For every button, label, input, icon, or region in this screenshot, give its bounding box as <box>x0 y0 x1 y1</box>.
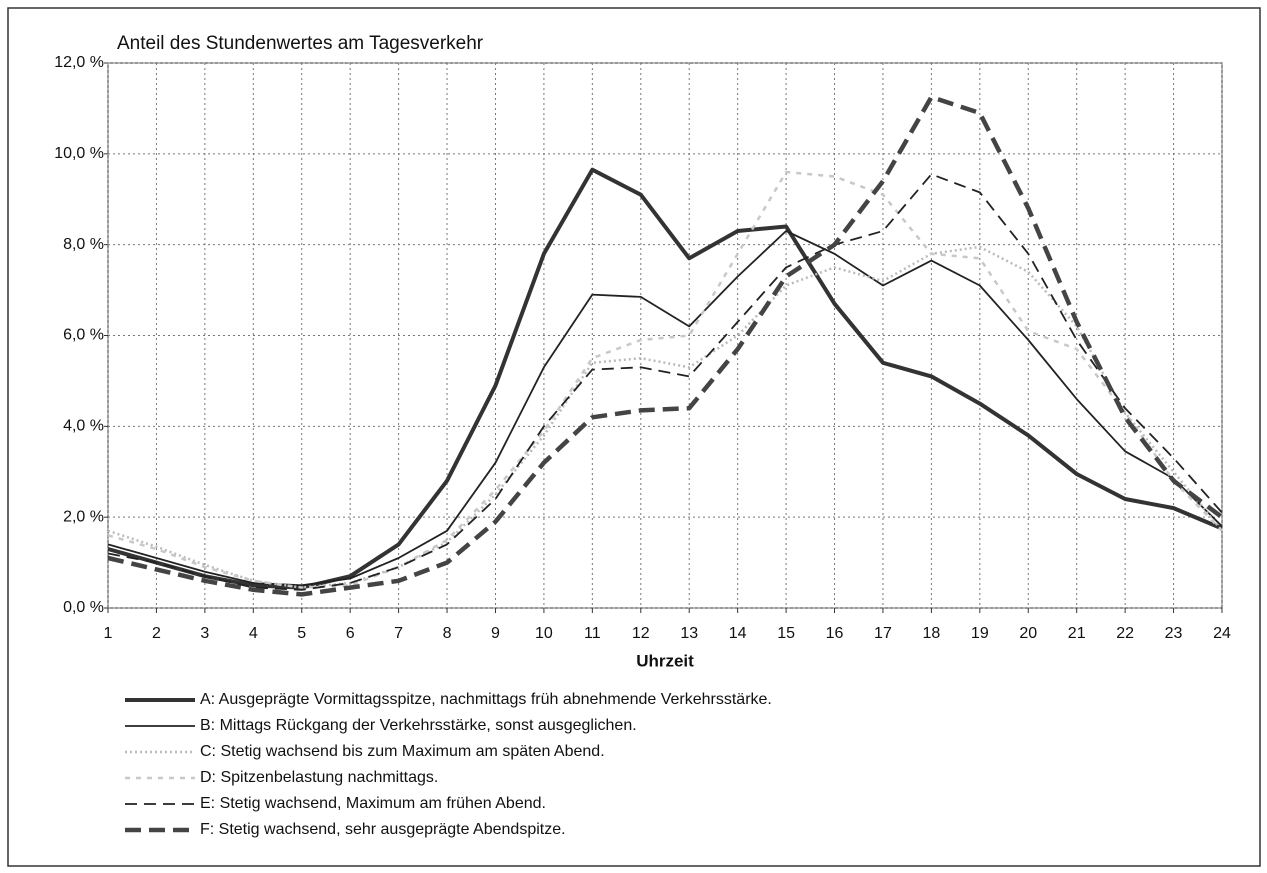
y-tick-label: 12,0 % <box>54 54 104 71</box>
series-line <box>107 245 1223 589</box>
frame <box>7 7 1261 867</box>
x-tick-label: 16 <box>826 625 844 642</box>
series-line <box>107 170 1223 589</box>
y-tick-label: 4,0 % <box>63 418 104 435</box>
legend-label: A: Ausgeprägte Vormittagsspitze, nachmit… <box>200 691 772 708</box>
x-tick-label: 5 <box>297 625 306 642</box>
x-tick-label: 8 <box>443 625 452 642</box>
series-line <box>107 94 1224 597</box>
x-tick-label: 11 <box>584 625 601 642</box>
legend-label: F: Stetig wachsend, sehr ausgeprägte Abe… <box>200 821 566 838</box>
series-line <box>107 173 1223 591</box>
x-axis-title: Uhrzeit <box>636 651 694 670</box>
x-tick-label: 15 <box>777 625 795 642</box>
x-tick-label: 17 <box>874 625 892 642</box>
x-tick-label: 22 <box>1116 625 1134 642</box>
x-tick-label: 18 <box>922 625 940 642</box>
y-tick-label: 0,0 % <box>63 599 104 616</box>
chart-title: Anteil des Stundenwertes am Tagesverkehr <box>117 33 484 54</box>
series-line <box>107 167 1223 590</box>
y-tick-label: 8,0 % <box>63 236 104 253</box>
x-tick-label: 20 <box>1019 625 1037 642</box>
legend-label: C: Stetig wachsend bis zum Maximum am sp… <box>200 743 605 760</box>
x-tick-label: 3 <box>200 625 209 642</box>
x-tick-label: 1 <box>104 625 113 642</box>
x-tick-label: 9 <box>491 625 500 642</box>
x-tick-label: 7 <box>394 625 403 642</box>
x-tick-label: 19 <box>971 625 989 642</box>
x-tick-label: 14 <box>729 625 747 642</box>
legend-label: E: Stetig wachsend, Maximum am frühen Ab… <box>200 795 546 812</box>
series-line <box>107 230 1223 587</box>
x-tick-label: 12 <box>632 625 650 642</box>
legend-label: B: Mittags Rückgang der Verkehrsstärke, … <box>200 717 637 734</box>
x-tick-label: 10 <box>535 625 553 642</box>
y-tick-label: 6,0 % <box>63 327 104 344</box>
y-tick-label: 2,0 % <box>63 508 104 525</box>
x-tick-label: 4 <box>249 625 258 642</box>
y-tick-label: 10,0 % <box>54 145 104 162</box>
legend-label: D: Spitzenbelastung nachmittags. <box>200 769 438 786</box>
x-tick-label: 2 <box>152 625 161 642</box>
x-tick-label: 24 <box>1213 625 1231 642</box>
x-tick-label: 21 <box>1068 625 1086 642</box>
x-tick-label: 13 <box>680 625 698 642</box>
x-tick-label: 23 <box>1165 625 1183 642</box>
x-tick-label: 6 <box>346 625 355 642</box>
